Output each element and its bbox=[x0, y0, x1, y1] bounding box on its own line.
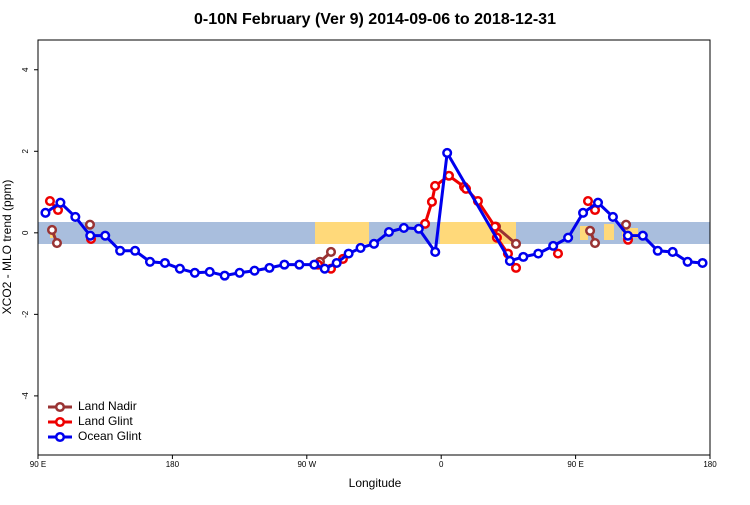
y-axis-label: XCO2 - MLO trend (ppm) bbox=[0, 180, 14, 315]
legend-label: Ocean Glint bbox=[78, 429, 142, 443]
data-point bbox=[85, 230, 96, 241]
data-point bbox=[518, 251, 529, 262]
y-tick-label: 0 bbox=[21, 230, 30, 235]
data-point bbox=[682, 256, 693, 267]
data-point bbox=[637, 230, 648, 241]
land-patch bbox=[580, 226, 588, 240]
data-point bbox=[697, 257, 708, 269]
data-point bbox=[130, 245, 141, 256]
data-point bbox=[607, 211, 618, 222]
data-point bbox=[309, 259, 320, 270]
data-point bbox=[442, 147, 453, 158]
data-point bbox=[294, 259, 305, 270]
data-point bbox=[189, 267, 200, 278]
x-tick-label: 90 W bbox=[297, 460, 316, 469]
data-point bbox=[159, 257, 170, 269]
data-point bbox=[144, 256, 156, 267]
data-point bbox=[622, 230, 633, 241]
data-point bbox=[413, 223, 424, 234]
data-point bbox=[279, 259, 290, 270]
data-point bbox=[368, 238, 380, 249]
legend-marker bbox=[54, 401, 66, 413]
data-point bbox=[582, 195, 594, 207]
data-point bbox=[55, 197, 66, 208]
data-point bbox=[40, 207, 51, 218]
data-point bbox=[383, 226, 394, 238]
data-point bbox=[219, 270, 230, 281]
data-point bbox=[426, 196, 437, 207]
x-axis-label: Longitude bbox=[349, 476, 402, 490]
land-patch bbox=[333, 222, 369, 244]
data-point bbox=[578, 207, 589, 218]
legend-label: Land Glint bbox=[78, 414, 133, 428]
chart-title: 0-10N February (Ver 9) 2014-09-06 to 201… bbox=[194, 11, 556, 28]
data-point bbox=[174, 263, 185, 274]
data-point bbox=[667, 246, 678, 258]
legend-marker bbox=[54, 416, 66, 428]
data-point bbox=[510, 262, 522, 273]
data-point bbox=[319, 263, 330, 274]
legend-label: Land Nadir bbox=[78, 399, 137, 413]
data-point bbox=[249, 265, 260, 276]
data-point bbox=[652, 245, 663, 256]
data-point bbox=[443, 170, 455, 181]
data-point bbox=[331, 257, 342, 269]
data-point bbox=[46, 224, 58, 236]
y-tick-label: 2 bbox=[21, 149, 30, 154]
y-tick-label: -4 bbox=[21, 392, 30, 400]
x-tick-label: 180 bbox=[166, 460, 180, 469]
land-patch bbox=[315, 222, 333, 244]
data-point bbox=[204, 266, 215, 278]
data-point bbox=[234, 267, 245, 278]
data-point bbox=[510, 238, 522, 249]
x-tick-label: 90 E bbox=[567, 460, 583, 469]
plot-frame bbox=[37, 39, 711, 456]
data-point bbox=[355, 242, 366, 253]
data-point bbox=[589, 237, 601, 249]
x-tick-label: 0 bbox=[439, 460, 444, 469]
x-tick-label: 90 E bbox=[30, 460, 46, 469]
data-point bbox=[621, 219, 632, 230]
data-point bbox=[552, 248, 564, 259]
legend-marker bbox=[54, 431, 66, 443]
data-point bbox=[548, 240, 559, 251]
data-point bbox=[585, 225, 596, 236]
data-point bbox=[430, 180, 441, 191]
data-point bbox=[100, 230, 111, 241]
data-point bbox=[44, 195, 55, 207]
data-point bbox=[563, 232, 574, 243]
data-point bbox=[115, 245, 126, 256]
ocean-band bbox=[38, 222, 710, 244]
data-point bbox=[51, 237, 63, 249]
data-point bbox=[70, 211, 81, 222]
data-point bbox=[398, 222, 409, 233]
data-point bbox=[420, 218, 431, 229]
data-point bbox=[592, 197, 604, 208]
x-tick-label: 180 bbox=[703, 460, 717, 469]
land-patch bbox=[604, 224, 614, 240]
data-point bbox=[84, 219, 96, 230]
data-point bbox=[430, 246, 441, 258]
y-tick-label: -2 bbox=[21, 310, 30, 318]
data-point bbox=[343, 248, 354, 259]
y-tick-label: 4 bbox=[21, 67, 30, 72]
data-point bbox=[325, 246, 337, 258]
data-point bbox=[504, 255, 515, 267]
data-point bbox=[264, 262, 275, 273]
data-point bbox=[533, 248, 544, 259]
